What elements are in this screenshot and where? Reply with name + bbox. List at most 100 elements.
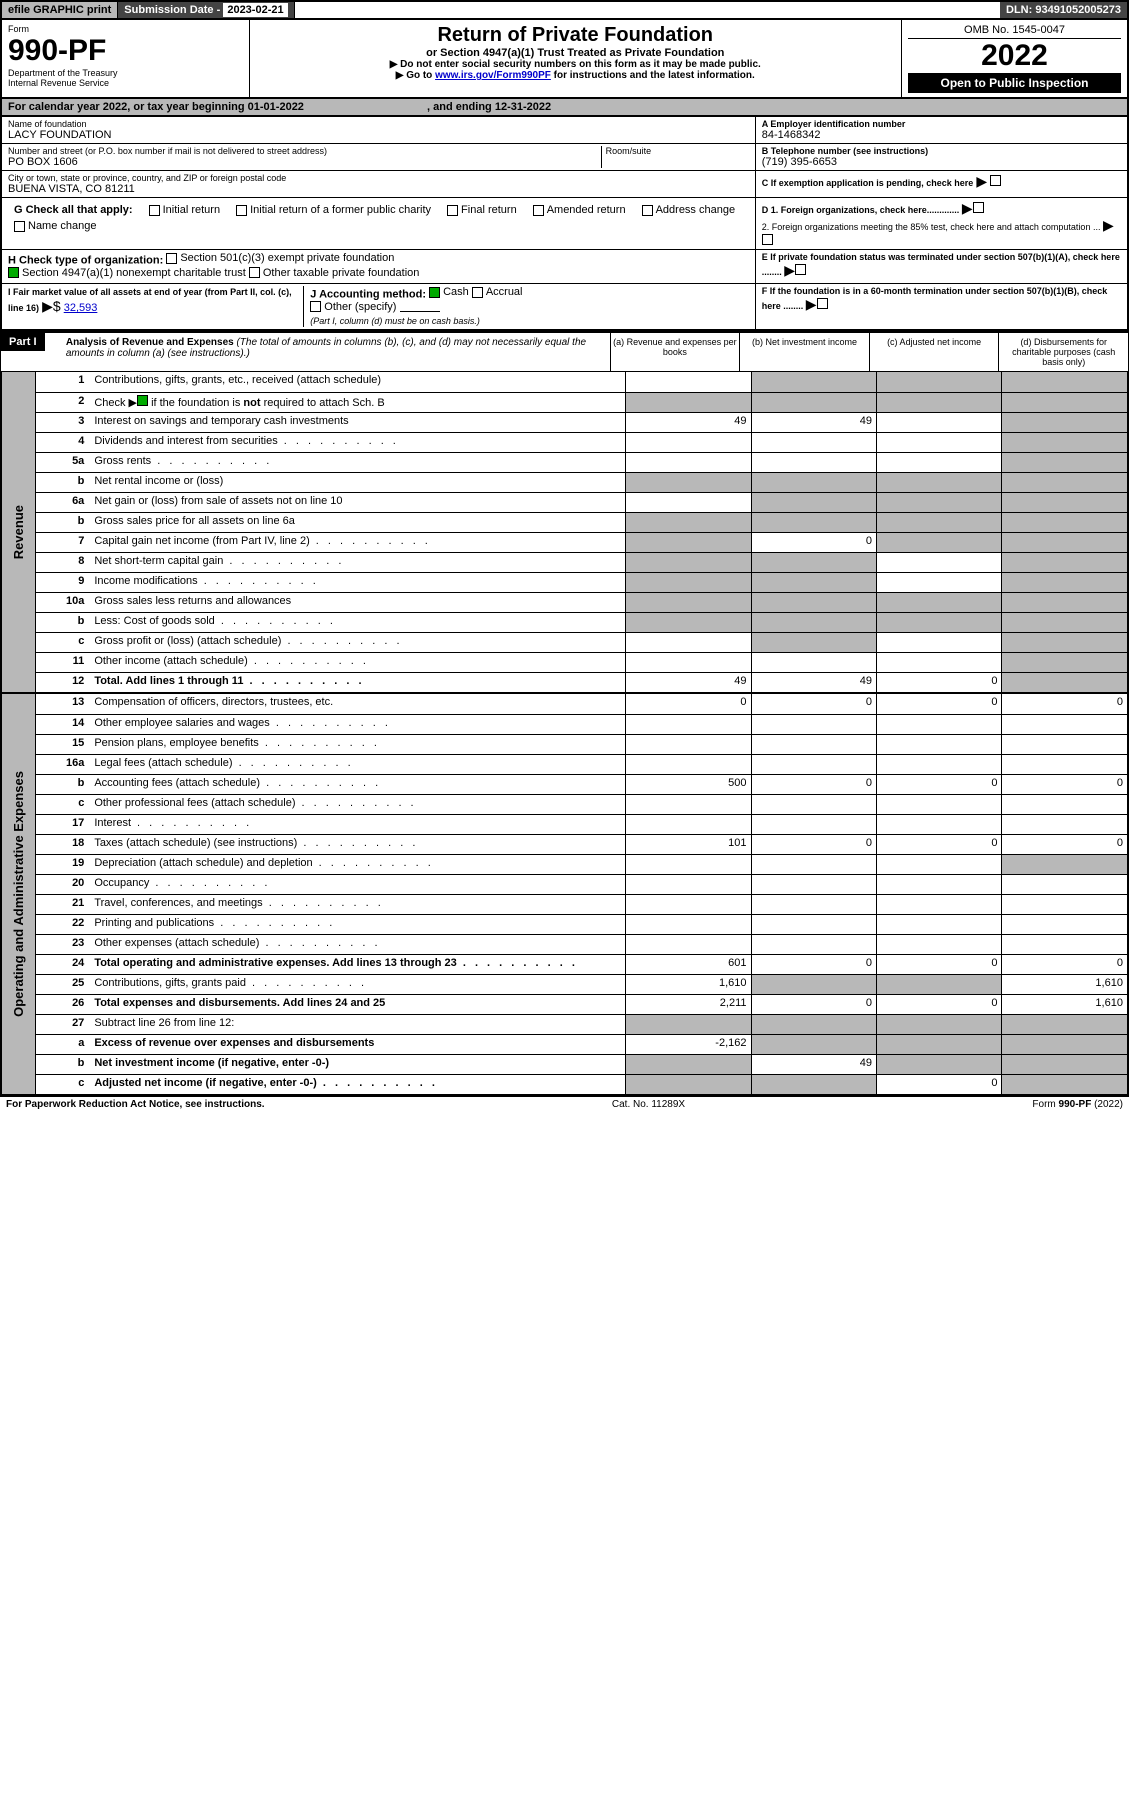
- row-27a-desc: Excess of revenue over expenses and disb…: [90, 1035, 625, 1054]
- row-9-desc: Income modifications: [90, 573, 625, 592]
- h-row: H Check type of organization: Section 50…: [8, 252, 749, 267]
- footer-left: For Paperwork Reduction Act Notice, see …: [6, 1099, 265, 1110]
- row-12-b: 49: [751, 673, 876, 692]
- expenses-side-label: Operating and Administrative Expenses: [2, 694, 36, 1094]
- city-label: City or town, state or province, country…: [8, 173, 749, 183]
- row-24-desc: Total operating and administrative expen…: [90, 955, 625, 974]
- ein-value: 84-1468342: [762, 129, 1121, 141]
- row-2-desc: Check ▶ if the foundation is not require…: [90, 393, 625, 412]
- row-8-desc: Net short-term capital gain: [90, 553, 625, 572]
- g-initial-former[interactable]: Initial return of a former public charit…: [236, 204, 431, 216]
- row-10c-desc: Gross profit or (loss) (attach schedule): [90, 633, 625, 652]
- efile-badge[interactable]: efile GRAPHIC print: [2, 2, 118, 18]
- row-27b-desc: Net investment income (if negative, ente…: [90, 1055, 625, 1074]
- arrow-icon: ▶: [976, 173, 987, 189]
- instructions-link[interactable]: www.irs.gov/Form990PF: [435, 70, 551, 81]
- dln-label: DLN: 93491052005273: [1000, 2, 1127, 18]
- submission-date-label: Submission Date - 2023-02-21: [118, 2, 294, 18]
- footer-right: Form 990-PF (2022): [1032, 1099, 1123, 1110]
- d2-checkbox[interactable]: [762, 234, 773, 245]
- h-label: H Check type of organization:: [8, 255, 163, 267]
- row-27-desc: Subtract line 26 from line 12:: [90, 1015, 625, 1034]
- h-other[interactable]: Other taxable private foundation: [249, 267, 420, 279]
- row-13-desc: Compensation of officers, directors, tru…: [90, 694, 625, 714]
- g-amended-return[interactable]: Amended return: [533, 204, 626, 216]
- form-title: Return of Private Foundation: [256, 24, 896, 47]
- foundation-name: LACY FOUNDATION: [8, 129, 749, 141]
- row-3-b: 49: [751, 413, 876, 432]
- part1-title: Analysis of Revenue and Expenses: [66, 337, 234, 348]
- row-21-desc: Travel, conferences, and meetings: [90, 895, 625, 914]
- g-label: G Check all that apply:: [14, 204, 133, 216]
- city-value: BUENA VISTA, CO 81211: [8, 183, 749, 195]
- f-checkbox[interactable]: [817, 298, 828, 309]
- address-label: Number and street (or P.O. box number if…: [8, 146, 601, 156]
- j-other[interactable]: Other (specify): [310, 301, 396, 313]
- top-bar: efile GRAPHIC print Submission Date - 20…: [0, 0, 1129, 20]
- col-d-header: (d) Disbursements for charitable purpose…: [998, 333, 1128, 371]
- phone-label: B Telephone number (see instructions): [762, 146, 1121, 156]
- row-22-desc: Printing and publications: [90, 915, 625, 934]
- row-3-desc: Interest on savings and temporary cash i…: [90, 413, 625, 432]
- row-19-desc: Depreciation (attach schedule) and deple…: [90, 855, 625, 874]
- part1-badge: Part I: [1, 333, 45, 351]
- bullet-2: ▶ Go to www.irs.gov/Form990PF for instru…: [256, 70, 896, 81]
- col-b-header: (b) Net investment income: [739, 333, 869, 371]
- row-4-desc: Dividends and interest from securities: [90, 433, 625, 452]
- row-26-desc: Total expenses and disbursements. Add li…: [90, 995, 625, 1014]
- form-number: 990-PF: [8, 34, 243, 68]
- dept-label: Department of the Treasury: [8, 68, 243, 78]
- schb-checkbox[interactable]: [137, 395, 148, 406]
- footer-mid: Cat. No. 11289X: [612, 1099, 685, 1110]
- j-accrual[interactable]: Accrual: [472, 286, 523, 298]
- phone-value: (719) 395-6653: [762, 156, 1121, 168]
- row-20-desc: Occupancy: [90, 875, 625, 894]
- col-c-header: (c) Adjusted net income: [869, 333, 999, 371]
- omb-number: OMB No. 1545-0047: [908, 24, 1121, 39]
- row-16c-desc: Other professional fees (attach schedule…: [90, 795, 625, 814]
- row-1-desc: Contributions, gifts, grants, etc., rece…: [90, 372, 625, 392]
- g-address-change[interactable]: Address change: [642, 204, 736, 216]
- form-header: Form 990-PF Department of the Treasury I…: [0, 20, 1129, 99]
- revenue-section: Revenue 1Contributions, gifts, grants, e…: [0, 372, 1129, 694]
- g-initial-return[interactable]: Initial return: [149, 204, 220, 216]
- row-6b-desc: Gross sales price for all assets on line…: [90, 513, 625, 532]
- row-16a-desc: Legal fees (attach schedule): [90, 755, 625, 774]
- bullet-1: ▶ Do not enter social security numbers o…: [256, 59, 896, 70]
- row-18-desc: Taxes (attach schedule) (see instruction…: [90, 835, 625, 854]
- checkmark-icon: [429, 287, 440, 298]
- d2-label: 2. Foreign organizations meeting the 85%…: [762, 222, 1101, 232]
- row-12-desc: Total. Add lines 1 through 11: [90, 673, 625, 692]
- checkmark-icon: [8, 267, 19, 278]
- c-checkbox[interactable]: [990, 175, 1001, 186]
- address-value: PO BOX 1606: [8, 156, 601, 168]
- row-12-c: 0: [876, 673, 1001, 692]
- revenue-side-label: Revenue: [2, 372, 36, 692]
- g-final-return[interactable]: Final return: [447, 204, 517, 216]
- row-14-desc: Other employee salaries and wages: [90, 715, 625, 734]
- d1-checkbox[interactable]: [973, 202, 984, 213]
- row-12-a: 49: [625, 673, 750, 692]
- i-value-link[interactable]: 32,593: [64, 302, 98, 314]
- page-footer: For Paperwork Reduction Act Notice, see …: [0, 1096, 1129, 1112]
- expenses-section: Operating and Administrative Expenses 13…: [0, 694, 1129, 1096]
- e-label: E If private foundation status was termi…: [762, 252, 1120, 277]
- j-note: (Part I, column (d) must be on cash basi…: [310, 316, 480, 326]
- room-label: Room/suite: [606, 146, 749, 156]
- j-label: J Accounting method:: [310, 289, 426, 301]
- row-15-desc: Pension plans, employee benefits: [90, 735, 625, 754]
- form-subtitle: or Section 4947(a)(1) Trust Treated as P…: [256, 47, 896, 59]
- e-checkbox[interactable]: [795, 264, 806, 275]
- row-3-a: 49: [625, 413, 750, 432]
- g-name-change[interactable]: Name change: [14, 220, 97, 232]
- row-25-desc: Contributions, gifts, grants paid: [90, 975, 625, 994]
- irs-label: Internal Revenue Service: [8, 78, 243, 88]
- ein-label: A Employer identification number: [762, 119, 1121, 129]
- j-cash[interactable]: Cash: [429, 286, 469, 298]
- g-check-group: G Check all that apply: Initial return I…: [8, 200, 749, 236]
- h-4947[interactable]: Section 4947(a)(1) nonexempt charitable …: [8, 267, 246, 279]
- row-10b-desc: Less: Cost of goods sold: [90, 613, 625, 632]
- row-5b-desc: Net rental income or (loss): [90, 473, 625, 492]
- row-5a-desc: Gross rents: [90, 453, 625, 472]
- h-501c3[interactable]: Section 501(c)(3) exempt private foundat…: [166, 252, 394, 264]
